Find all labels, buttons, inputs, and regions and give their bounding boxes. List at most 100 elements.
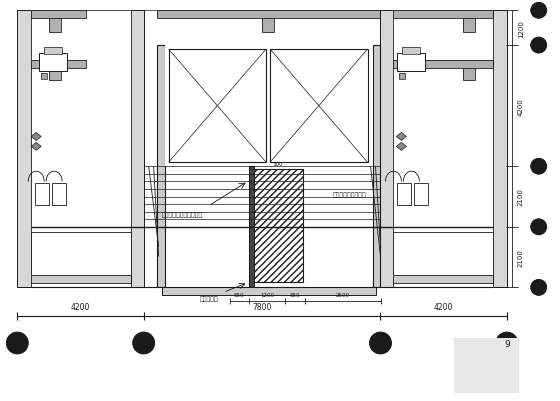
Text: 十五层以下全都拆除: 十五层以下全都拆除	[333, 192, 366, 197]
Text: K: K	[536, 41, 541, 51]
Bar	[380, 11, 394, 288]
Text: 2100: 2100	[518, 249, 524, 266]
Text: 新增梁位置: 新增梁位置	[199, 296, 218, 301]
Bar	[394, 11, 493, 19]
Bar	[463, 19, 475, 33]
Bar	[49, 69, 61, 81]
Bar	[394, 11, 493, 288]
Bar	[394, 11, 493, 19]
Bar	[39, 54, 67, 72]
Text: 6: 6	[15, 339, 20, 348]
Bar	[262, 19, 274, 33]
Text: 300: 300	[273, 161, 283, 166]
Circle shape	[370, 332, 391, 354]
Circle shape	[6, 332, 28, 354]
Bar	[49, 19, 61, 33]
Circle shape	[531, 159, 547, 175]
Bar	[249, 167, 254, 296]
Bar	[130, 11, 144, 288]
Text: L: L	[536, 7, 541, 16]
Bar	[44, 48, 62, 55]
Circle shape	[531, 3, 547, 19]
Bar	[398, 184, 412, 205]
Bar	[403, 48, 421, 55]
Bar	[463, 69, 475, 81]
Circle shape	[531, 280, 547, 296]
Bar	[49, 69, 61, 81]
Polygon shape	[31, 143, 41, 151]
Bar	[463, 69, 475, 81]
Circle shape	[531, 38, 547, 54]
Bar	[157, 46, 165, 288]
Bar	[41, 74, 47, 80]
Bar	[157, 11, 380, 19]
Bar	[157, 46, 165, 288]
Bar	[169, 50, 266, 163]
Bar	[394, 61, 493, 69]
Text: J: J	[538, 162, 540, 171]
Bar	[403, 48, 421, 55]
Bar	[52, 184, 66, 205]
Text: 4200: 4200	[71, 302, 90, 312]
Bar	[380, 11, 394, 288]
Text: 1200: 1200	[518, 20, 524, 38]
Bar	[162, 288, 376, 296]
Text: H: H	[536, 223, 542, 232]
Bar	[31, 61, 86, 69]
Circle shape	[496, 332, 518, 354]
Bar	[165, 46, 372, 167]
Bar	[414, 184, 428, 205]
Text: 650: 650	[290, 293, 301, 298]
Bar	[157, 11, 380, 19]
Bar	[493, 11, 507, 288]
Bar	[31, 232, 130, 283]
Text: 1200: 1200	[260, 293, 274, 298]
Bar	[394, 276, 493, 284]
Polygon shape	[396, 133, 407, 141]
Bar	[372, 46, 380, 288]
Bar	[394, 276, 493, 284]
Text: 650: 650	[234, 293, 245, 298]
Bar	[394, 61, 493, 69]
Bar	[31, 11, 86, 19]
Bar	[17, 11, 31, 288]
Bar	[41, 74, 47, 80]
Text: 2500: 2500	[336, 293, 350, 298]
Bar	[249, 167, 254, 296]
Bar	[31, 11, 130, 288]
Text: 4200: 4200	[518, 97, 524, 115]
Bar	[394, 232, 493, 283]
Bar	[253, 170, 303, 283]
Bar	[262, 19, 274, 33]
Polygon shape	[396, 143, 407, 151]
Bar	[31, 61, 86, 69]
Bar	[130, 11, 144, 288]
Text: G: G	[536, 283, 542, 292]
Text: 2100: 2100	[518, 188, 524, 206]
Bar	[49, 19, 61, 33]
Polygon shape	[31, 133, 41, 141]
Text: 9: 9	[504, 339, 510, 348]
Text: 此区域混凝土板人工凿毛: 此区域混凝土板人工凿毛	[162, 211, 203, 217]
Circle shape	[133, 332, 155, 354]
Text: 7: 7	[141, 339, 147, 348]
Bar	[399, 74, 405, 80]
Circle shape	[531, 219, 547, 235]
Bar	[270, 50, 367, 163]
Bar	[31, 276, 130, 284]
Bar	[493, 11, 507, 288]
Bar	[398, 54, 425, 72]
Bar	[454, 338, 519, 393]
Bar	[31, 276, 130, 284]
Bar	[31, 11, 86, 19]
Bar	[399, 74, 405, 80]
Bar	[17, 11, 31, 288]
Bar	[463, 19, 475, 33]
Bar	[44, 48, 62, 55]
Text: 8: 8	[377, 339, 384, 348]
Text: 7800: 7800	[253, 302, 272, 312]
Bar	[372, 46, 380, 288]
Bar	[17, 11, 507, 288]
Bar	[162, 288, 376, 296]
Bar	[35, 184, 49, 205]
